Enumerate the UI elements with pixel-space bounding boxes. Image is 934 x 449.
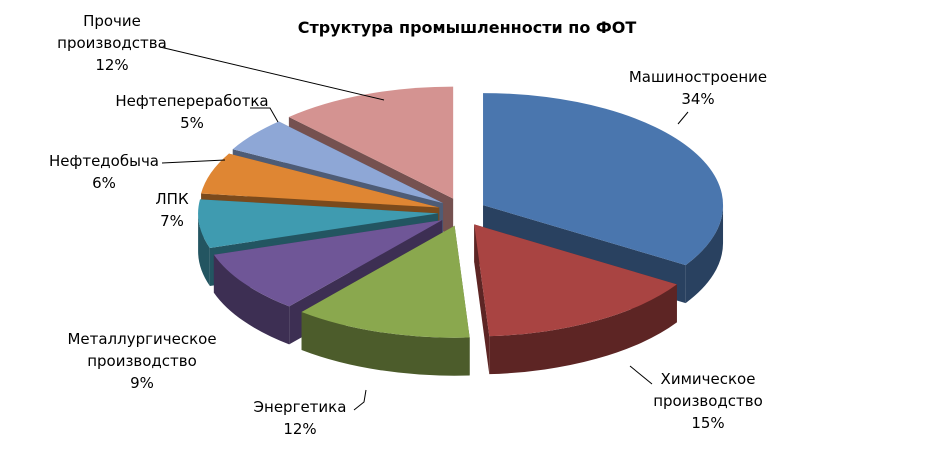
slice	[301, 225, 470, 338]
slice-wall	[198, 213, 210, 286]
category-label: Машиностроение	[628, 68, 768, 86]
value-label: 5%	[180, 114, 204, 132]
slice	[213, 220, 443, 307]
data-label: Металлургическое производство 9%	[52, 328, 232, 394]
leader-line	[161, 159, 226, 164]
slice-wall	[213, 254, 290, 345]
data-label: Нефтепереработка 5%	[92, 90, 292, 134]
category-label: ЛПК	[155, 190, 189, 208]
slice-wall	[489, 284, 677, 375]
category-label: Нефтепереработка	[115, 92, 269, 110]
leader-line	[677, 111, 689, 125]
category-label: Нефтедобыча	[49, 152, 159, 170]
leader-line	[250, 107, 279, 123]
data-label: Нефтедобыча 6%	[4, 150, 204, 194]
slice	[474, 224, 677, 337]
chart-title: Структура промышленности по ФОТ	[297, 18, 637, 37]
slice	[483, 93, 724, 266]
category-label: Химическое производство	[653, 370, 763, 410]
data-label: Машиностроение 34%	[598, 66, 798, 110]
value-label: 12%	[95, 56, 129, 74]
slice-wall	[685, 205, 724, 304]
leader-line	[159, 46, 385, 101]
slice	[232, 121, 444, 204]
value-label: 7%	[160, 212, 184, 230]
value-label: 6%	[92, 174, 116, 192]
category-label: Прочие производства	[57, 12, 167, 52]
data-label: Химическое производство 15%	[638, 368, 778, 434]
value-label: 15%	[691, 414, 725, 432]
slice	[198, 199, 439, 248]
slice	[288, 86, 454, 199]
slice-side	[474, 224, 490, 375]
category-label: Металлургическое производство	[67, 330, 217, 370]
data-label: ЛПК 7%	[72, 188, 272, 232]
slice	[201, 153, 440, 208]
leader-line	[629, 365, 653, 385]
value-label: 34%	[681, 90, 715, 108]
leader-line	[353, 389, 367, 411]
data-label: Прочие производства 12%	[47, 10, 177, 76]
value-label: 12%	[283, 420, 317, 438]
value-label: 9%	[130, 374, 154, 392]
slice-wall	[301, 311, 470, 376]
data-label: Энергетика 12%	[200, 396, 400, 440]
category-label: Энергетика	[253, 398, 347, 416]
